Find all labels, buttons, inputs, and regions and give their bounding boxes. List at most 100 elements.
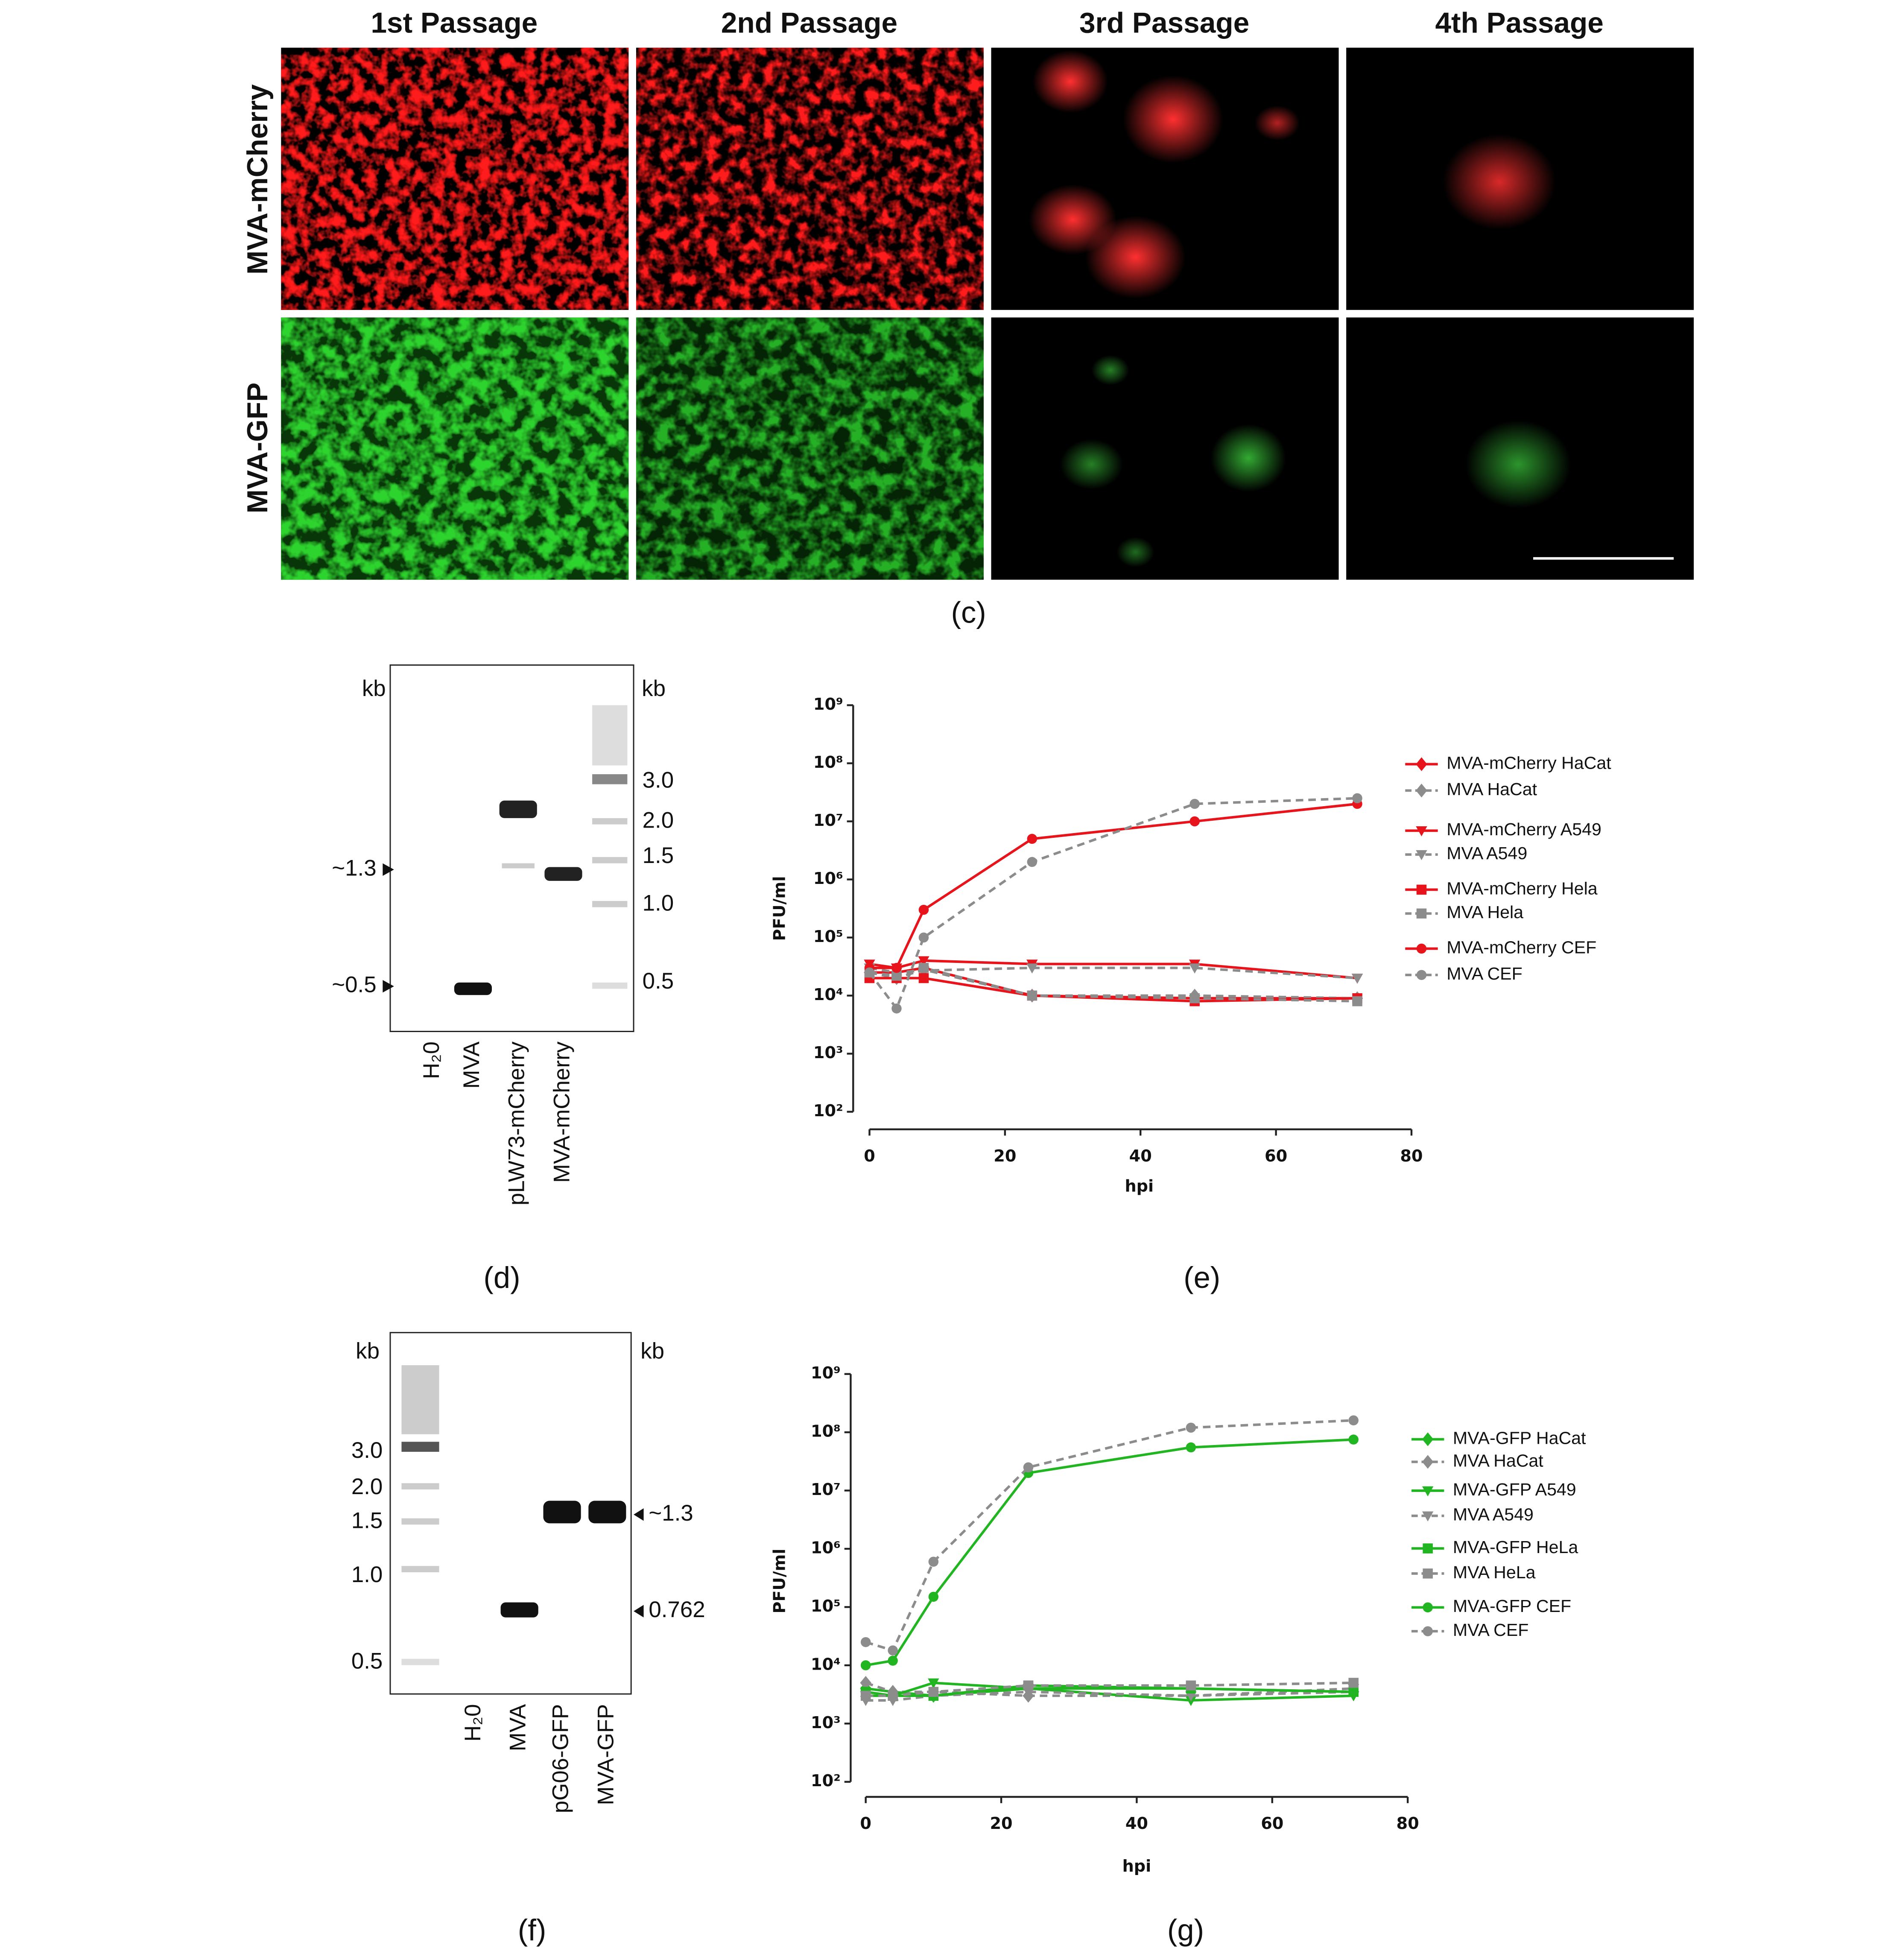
marker-arrow [383, 863, 394, 876]
data-point [864, 967, 875, 978]
micrograph-grid [281, 47, 1694, 580]
y-tick-label: 10⁴ [813, 986, 843, 1004]
data-point [891, 971, 902, 981]
y-tick-label: 10² [811, 1772, 841, 1790]
ladder-band [401, 1659, 439, 1665]
data-point [860, 1637, 871, 1647]
data-point [1348, 1434, 1359, 1445]
ladder-band [401, 1518, 439, 1525]
unit-label: kb [642, 676, 666, 701]
legend-label: MVA CEF [1453, 1620, 1528, 1640]
ladder-band [592, 901, 628, 907]
data-point [918, 962, 929, 973]
data-point [891, 962, 902, 973]
ladder-label: 3.0 [643, 768, 674, 793]
band [454, 982, 492, 995]
y-tick-label: 10⁴ [811, 1655, 841, 1674]
y-tick-label: 10⁷ [811, 1480, 841, 1499]
data-point [928, 1556, 939, 1567]
lane-label: MVA [459, 1041, 484, 1088]
band-marker: ~1.3 [332, 855, 376, 881]
ladder-label: 0.5 [643, 968, 674, 994]
y-axis-title: PFU/ml [770, 1549, 789, 1614]
lane-label: MVA [506, 1704, 531, 1751]
data-point [918, 973, 929, 983]
data-point [918, 932, 929, 943]
column-header: 3rd Passage [1079, 7, 1249, 39]
y-tick-label: 10⁸ [811, 1422, 841, 1441]
lane-label: H₂0 [419, 1041, 444, 1079]
legend-marker [1423, 1568, 1433, 1579]
x-tick-label: 60 [1265, 1147, 1287, 1166]
ladder-label: 1.0 [643, 891, 674, 916]
ladder-band [592, 857, 628, 863]
data-point [891, 1003, 902, 1014]
plaque [1210, 424, 1286, 492]
data-point [1351, 974, 1363, 984]
legend-label: MVA-GFP HeLa [1453, 1537, 1578, 1557]
ladder-label: 0.5 [351, 1649, 383, 1674]
legend-label: MVA-GFP A549 [1453, 1480, 1576, 1499]
data-point [860, 1676, 871, 1690]
lane-label: MVA-GFP [593, 1704, 618, 1805]
unit-label: kb [362, 676, 386, 701]
series-line [865, 1419, 1354, 1652]
y-tick-label: 10⁶ [813, 869, 843, 888]
panel-label: (e) [1184, 1261, 1220, 1294]
y-tick-label: 10⁸ [813, 753, 843, 772]
legend-marker [1422, 1486, 1434, 1497]
x-tick-label: 40 [1129, 1147, 1152, 1166]
y-tick-label: 10² [813, 1102, 843, 1120]
x-tick-label: 0 [860, 1814, 871, 1833]
panel-label: (d) [483, 1261, 520, 1294]
series-line [865, 1438, 1354, 1667]
data-point [1185, 1691, 1197, 1702]
legend-label: MVA Hela [1447, 902, 1523, 922]
y-tick-label: 10⁷ [813, 811, 843, 830]
lane-label: MVA-mCherry [549, 1041, 574, 1183]
legend-label: MVA A549 [1453, 1505, 1534, 1524]
x-tick-label: 20 [990, 1814, 1012, 1833]
gel-f [389, 1332, 644, 1695]
marker-arrow [634, 1605, 644, 1618]
data-point [1023, 1680, 1034, 1691]
panel-label: (f) [518, 1913, 546, 1947]
legend-marker [1422, 1432, 1434, 1446]
column-header: 2nd Passage [721, 7, 897, 39]
data-point [928, 1687, 939, 1697]
legend-marker [1422, 1511, 1434, 1521]
legend-label: MVA-GFP HaCat [1453, 1428, 1586, 1448]
series-line [869, 966, 1358, 980]
data-point [1189, 963, 1201, 974]
ladder-band [592, 818, 628, 825]
series-line [869, 959, 1358, 980]
legend-marker [1416, 826, 1427, 837]
legend-label: MVA HeLa [1453, 1562, 1536, 1582]
x-tick-label: 0 [864, 1147, 875, 1166]
data-point [888, 1645, 898, 1656]
band-marker: ~1.3 [649, 1501, 693, 1526]
data-point [1023, 1462, 1034, 1473]
lane-label: pG06-GFP [548, 1704, 573, 1814]
plaque [1254, 105, 1300, 141]
ladder-top [401, 1365, 439, 1434]
data-point [1189, 799, 1200, 809]
fluorescence [636, 317, 984, 580]
data-point [918, 904, 929, 915]
data-point [928, 1591, 939, 1602]
row-label: MVA-mCherry [242, 84, 274, 275]
gel-d [383, 664, 634, 1032]
data-point [1186, 1422, 1196, 1433]
data-point [860, 1660, 871, 1670]
ladder-label: 1.0 [351, 1562, 383, 1587]
plaque [1116, 537, 1154, 568]
legend-marker [1416, 943, 1427, 954]
series-line [869, 802, 1358, 969]
y-tick-label: 10⁶ [811, 1539, 841, 1557]
data-point [928, 1678, 939, 1689]
legend-marker [1416, 757, 1427, 771]
series-line [869, 966, 1358, 1003]
band [543, 1501, 581, 1524]
